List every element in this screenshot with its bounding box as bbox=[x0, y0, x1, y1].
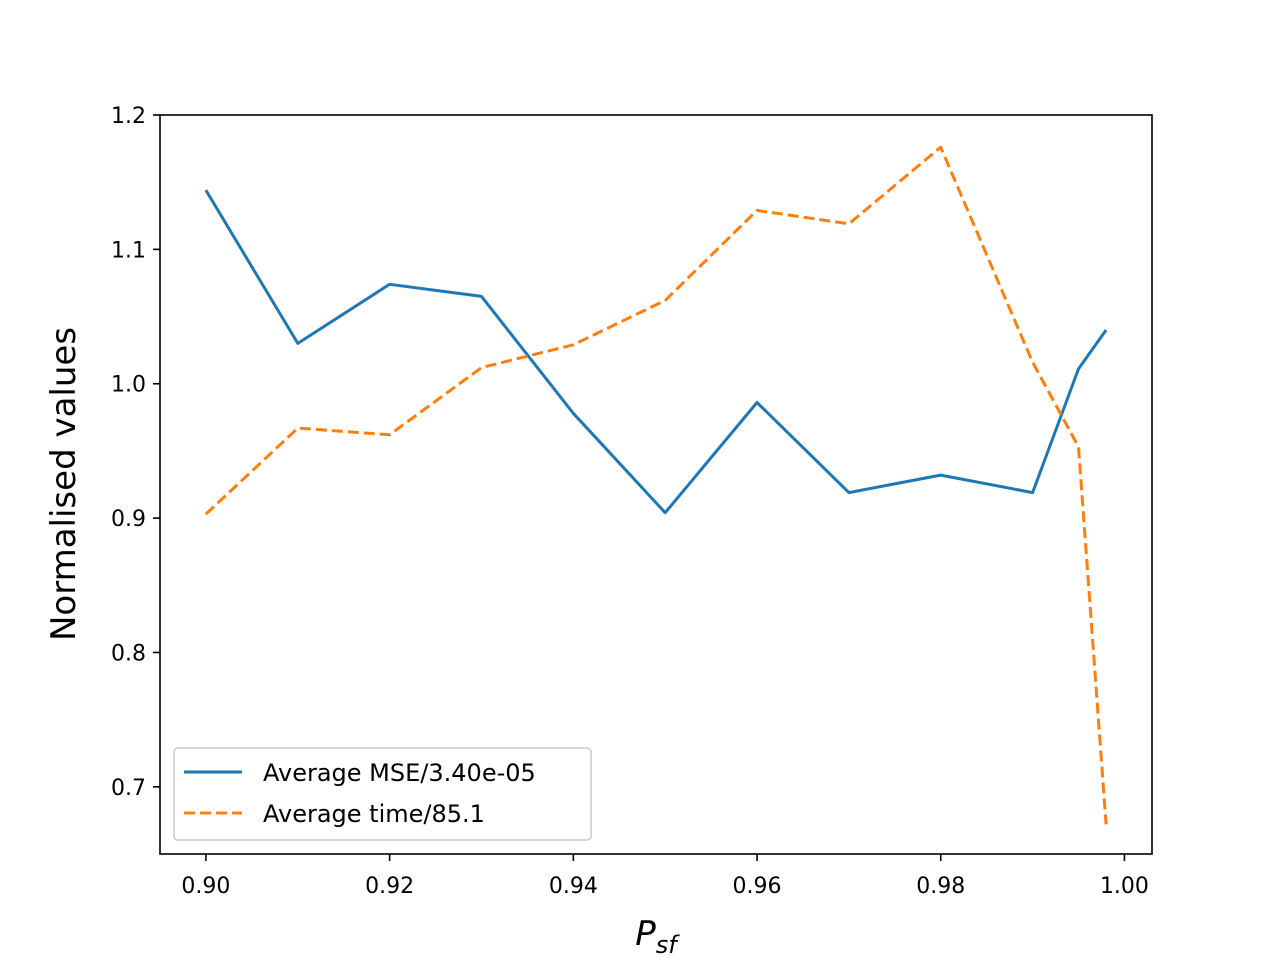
y-tick-label: 0.9 bbox=[111, 507, 146, 532]
legend-label-time: Average time/85.1 bbox=[263, 800, 485, 828]
x-axis-title: Psf bbox=[635, 914, 680, 959]
x-tick-label: 0.96 bbox=[733, 874, 782, 899]
plot-frame bbox=[159, 114, 1153, 855]
x-tick-label: 0.92 bbox=[365, 874, 414, 899]
x-axis: 0.90 0.92 0.94 0.96 0.98 1.00 bbox=[181, 854, 1149, 899]
series-line-0 bbox=[204, 189, 1108, 515]
series-layer bbox=[204, 145, 1108, 825]
y-axis: 0.7 0.8 0.9 1.0 1.1 1.2 bbox=[111, 104, 160, 801]
x-axis-title-main: P bbox=[635, 914, 656, 954]
y-tick-label: 1.1 bbox=[111, 238, 146, 263]
legend-box bbox=[173, 747, 592, 841]
x-axis-title-sub: sf bbox=[656, 931, 681, 959]
y-axis-title: Normalised values bbox=[44, 327, 84, 641]
y-tick-label: 1.2 bbox=[111, 104, 146, 129]
x-tick-label: 0.94 bbox=[549, 874, 598, 899]
x-tick-label: 1.00 bbox=[1100, 874, 1149, 899]
y-tick-label: 0.7 bbox=[111, 776, 146, 801]
x-tick-label: 0.90 bbox=[181, 874, 230, 899]
series-line-1 bbox=[204, 145, 1108, 825]
y-tick-label: 1.0 bbox=[111, 373, 146, 398]
legend: Average MSE/3.40e-05 Average time/85.1 bbox=[173, 747, 592, 841]
x-tick-label: 0.98 bbox=[916, 874, 965, 899]
y-tick-label: 0.8 bbox=[111, 641, 146, 666]
legend-label-mse: Average MSE/3.40e-05 bbox=[263, 759, 536, 787]
